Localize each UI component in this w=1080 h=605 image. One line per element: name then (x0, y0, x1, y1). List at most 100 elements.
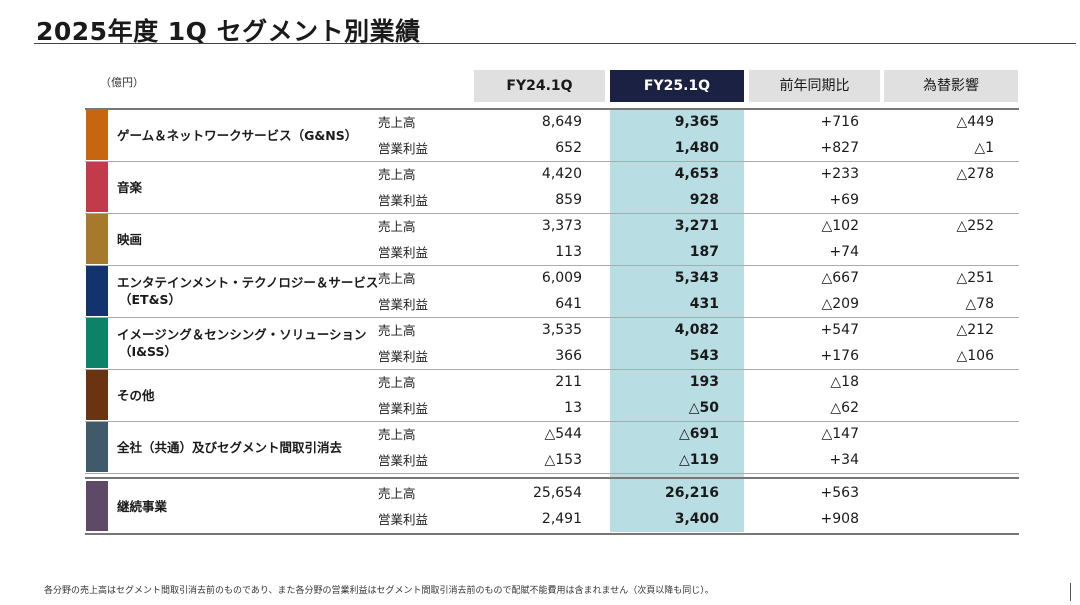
metric-label: 売上高 (378, 271, 416, 286)
metric-label: 売上高 (378, 375, 416, 390)
value-yoy: △18 (830, 374, 859, 390)
value-yoy: +233 (820, 166, 859, 182)
segment-name-line: 音楽 (117, 179, 143, 195)
segment-name-line: 全社（共通）及びセグメント間取引消去 (117, 439, 343, 455)
header-fx: 為替影響 (884, 70, 1018, 102)
value-fy24: 859 (555, 192, 582, 208)
value-fy24: 2,491 (541, 511, 582, 527)
value-yoy: +827 (820, 140, 859, 156)
metric-label: 売上高 (378, 323, 416, 338)
row-divider (85, 421, 1019, 422)
value-fy25: △691 (679, 426, 719, 442)
value-yoy: +563 (820, 485, 859, 501)
segment-name: イメージング＆センシング・ソリューション （I&SS） (117, 318, 367, 368)
footnote: 各分野の売上高はセグメント間取引消去前のものであり、また各分野の営業利益はセグメ… (44, 586, 714, 596)
metric-label: 営業利益 (378, 401, 429, 416)
value-fx: △106 (956, 348, 995, 364)
value-yoy: △102 (821, 218, 860, 234)
metric-label: 営業利益 (378, 349, 429, 364)
value-fy24: 13 (564, 400, 582, 416)
value-fy25: 9,365 (674, 114, 719, 130)
row-divider (85, 477, 1019, 479)
metric-label: 営業利益 (378, 297, 429, 312)
segment-name: ゲーム＆ネットワークサービス（G&NS） (117, 110, 357, 160)
value-fy25: △50 (688, 400, 719, 416)
segment-color-bar (86, 266, 108, 316)
segment-name: 全社（共通）及びセグメント間取引消去 (117, 422, 342, 472)
segment-name-abbrev: （I&SS） (119, 344, 177, 359)
metric-label: 営業利益 (378, 245, 429, 260)
unit-label: （億円） (100, 76, 144, 89)
fy25-highlight-band (610, 109, 744, 532)
metric-label: 営業利益 (378, 141, 429, 156)
value-fy24: 25,654 (533, 485, 582, 501)
row-divider (85, 533, 1019, 535)
segment-name: エンタテインメント・テクノロジー＆サービス （ET&S） (117, 266, 378, 316)
value-yoy: +69 (829, 192, 859, 208)
page-title: 2025年度 1Q セグメント別業績 (36, 17, 421, 46)
value-fy25: 4,653 (674, 166, 719, 182)
value-fy25: 4,082 (674, 322, 719, 338)
metric-label: 売上高 (378, 219, 416, 234)
value-yoy: △62 (830, 400, 859, 416)
value-yoy: +908 (820, 511, 859, 527)
value-fx: △278 (956, 166, 995, 182)
value-fy24: 652 (555, 140, 582, 156)
value-fy24: 211 (555, 374, 582, 390)
value-fy25: 187 (689, 244, 719, 260)
value-fx: △1 (974, 140, 994, 156)
segment-name-line: その他 (117, 387, 155, 403)
value-fy24: 641 (555, 296, 582, 312)
segment-name-line: イメージング＆センシング・ソリューション (117, 327, 367, 342)
value-fy25: 26,216 (664, 485, 719, 501)
value-yoy: +34 (829, 452, 859, 468)
metric-label: 営業利益 (378, 453, 429, 468)
value-fy24: 8,649 (541, 114, 582, 130)
value-yoy: △147 (821, 426, 860, 442)
metric-label: 売上高 (378, 167, 416, 182)
header-fy25: FY25.1Q (610, 70, 744, 102)
segment-color-bar (86, 422, 108, 472)
value-fy24: 3,373 (541, 218, 582, 234)
segment-name-abbrev: （ET&S） (119, 292, 181, 307)
value-fy25: 3,271 (674, 218, 719, 234)
value-fx: △252 (956, 218, 995, 234)
segment-name-line: エンタテインメント・テクノロジー＆サービス (117, 275, 379, 290)
row-divider (85, 265, 1019, 266)
value-fy25: 5,343 (674, 270, 719, 286)
row-divider (85, 161, 1019, 162)
value-fy25: △119 (679, 452, 719, 468)
header-fy24: FY24.1Q (474, 70, 605, 102)
value-fy24: 3,535 (541, 322, 582, 338)
segment-color-bar (86, 370, 108, 420)
metric-label: 売上高 (378, 427, 416, 442)
segment-name: 継続事業 (117, 481, 167, 531)
value-fy25: 431 (689, 296, 719, 312)
metric-label: 営業利益 (378, 512, 429, 527)
row-divider (85, 369, 1019, 370)
value-fx: △449 (956, 114, 995, 130)
row-divider (85, 473, 1019, 474)
value-fy25: 3,400 (674, 511, 719, 527)
value-fy24: △153 (544, 452, 583, 468)
segment-color-bar (86, 162, 108, 212)
value-yoy: △667 (821, 270, 860, 286)
value-fy25: 193 (689, 374, 719, 390)
value-yoy: +716 (820, 114, 859, 130)
metric-label: 売上高 (378, 486, 416, 501)
value-fx: △251 (956, 270, 995, 286)
value-yoy: +74 (829, 244, 859, 260)
segment-name: 映画 (117, 214, 142, 264)
value-fy25: 928 (689, 192, 719, 208)
segment-name-line: 継続事業 (117, 498, 168, 514)
segment-name-line: ゲーム＆ネットワークサービス（G&NS） (117, 127, 358, 143)
value-yoy: +547 (820, 322, 859, 338)
header-yoy: 前年同期比 (749, 70, 880, 102)
segment-color-bar (86, 110, 108, 160)
value-fy24: 6,009 (541, 270, 582, 286)
row-divider (85, 213, 1019, 214)
segment-name: その他 (117, 370, 155, 420)
value-fy24: 366 (555, 348, 582, 364)
segment-color-bar (86, 214, 108, 264)
value-fy24: 4,420 (541, 166, 582, 182)
